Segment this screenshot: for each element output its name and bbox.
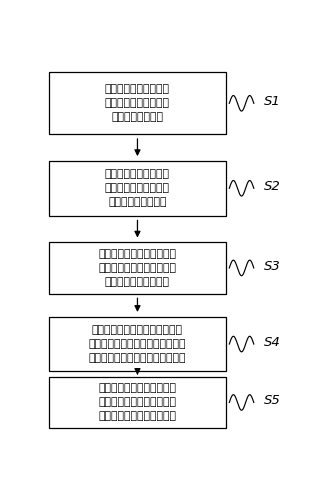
Bar [49, 72, 226, 134]
Bar [49, 377, 226, 428]
Text: 主处理单元和副处理单元分
别将同步后的原始观测量传
送给差分数据处理模块: 主处理单元和副处理单元分 别将同步后的原始观测量传 送给差分数据处理模块 [99, 249, 176, 287]
Text: 主处理单元处理前天线
导航信号，副处理单元
处理后天线导航信号: 主处理单元处理前天线 导航信号，副处理单元 处理后天线导航信号 [105, 169, 170, 207]
Text: S2: S2 [264, 180, 280, 193]
Text: 主处理单元接收副处理单元的数
据，联合自身的原始观测量数据和
定位结果，进入差分定向解算模块: 主处理单元接收副处理单元的数 据，联合自身的原始观测量数据和 定位结果，进入差分… [89, 325, 186, 363]
Text: S5: S5 [264, 394, 280, 407]
Text: S3: S3 [264, 260, 280, 273]
Text: 差分定向解算模块对输入的
数据进行差分定向解算，并
输出定位、测速、定向结果: 差分定向解算模块对输入的 数据进行差分定向解算，并 输出定位、测速、定向结果 [99, 383, 176, 422]
Bar [49, 161, 226, 215]
Text: 前、后天线分别接收卫
星导航信号，低噪声放
大器放大接收信号: 前、后天线分别接收卫 星导航信号，低噪声放 大器放大接收信号 [105, 84, 170, 123]
Bar [49, 317, 226, 371]
Bar [49, 242, 226, 294]
Text: S1: S1 [264, 95, 280, 108]
Text: S4: S4 [264, 336, 280, 349]
